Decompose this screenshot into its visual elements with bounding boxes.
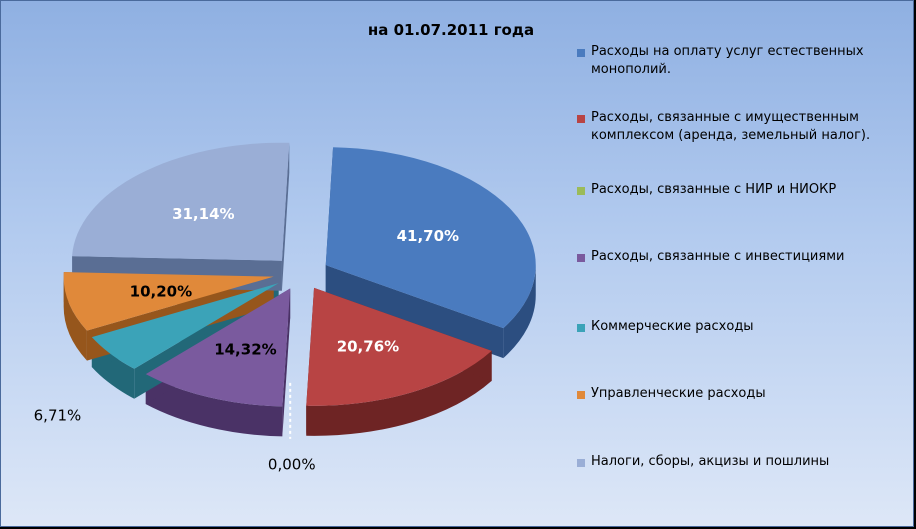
legend-item-property: Расходы, связанные с имущественным компл… [573,109,903,145]
legend-label-property: Расходы, связанные с имущественным компл… [591,110,871,143]
slice-property [306,287,492,406]
legend-item-management: Управленческие расходы [573,385,903,403]
slice-side-property [306,350,492,436]
legend-swatch-management [577,391,585,399]
label-management: 10,20% [130,283,192,301]
legend-label-monopolies: Расходы на оплату услуг естественных мон… [591,44,864,77]
label-investments: 14,32% [214,340,276,358]
chart-title: на 01.07.2011 года [367,21,535,39]
legend-label-commercial: Коммерческие расходы [591,319,754,334]
slice-management [63,272,274,331]
slice-commercial [91,283,279,369]
label-monopolies: 41,70% [397,227,459,245]
slice-side-management [63,276,87,361]
slice-wall-monopolies-1 [325,265,504,359]
slice-taxes [72,142,290,261]
legend-label-taxes: Налоги, сборы, акцизы и пошлины [591,454,830,469]
label-commercial: 6,71% [34,407,82,425]
slice-tops [63,142,536,439]
legend-swatch-investments [577,254,585,262]
legend-label-investments: Расходы, связанные с инвестициями [591,249,845,264]
slice-investments [145,288,291,407]
legend-item-research: Расходы, связанные с НИР и НИОКР [573,181,903,199]
legend-swatch-commercial [577,324,585,332]
legend-label-research: Расходы, связанные с НИР и НИОКР [591,182,837,197]
slice-side-monopolies [503,265,536,359]
slice-side-investments [145,374,283,437]
legend-swatch-research [577,187,585,195]
legend-item-monopolies: Расходы на оплату услуг естественных мон… [573,43,903,79]
legend-swatch-property [577,115,585,123]
slice-labels: 41,70% 20,76% 0,00% 14,32% 6,71% 10,20% 31,14% [34,205,459,473]
legend-item-taxes: Налоги, сборы, акцизы и пошлины [573,453,903,471]
label-property: 20,76% [337,337,399,355]
legend-item-commercial: Коммерческие расходы [573,318,903,336]
legend-swatch-taxes [577,459,585,467]
legend-item-investments: Расходы, связанные с инвестициями [573,248,903,266]
label-taxes: 31,14% [172,205,234,223]
slice-wall-taxes-1 [281,142,290,291]
legend-label-management: Управленческие расходы [591,386,766,401]
legend-swatch-monopolies [577,49,585,57]
slice-monopolies [325,147,536,329]
label-research: 0,00% [268,456,316,474]
slice-wall-investments-0 [282,288,291,437]
